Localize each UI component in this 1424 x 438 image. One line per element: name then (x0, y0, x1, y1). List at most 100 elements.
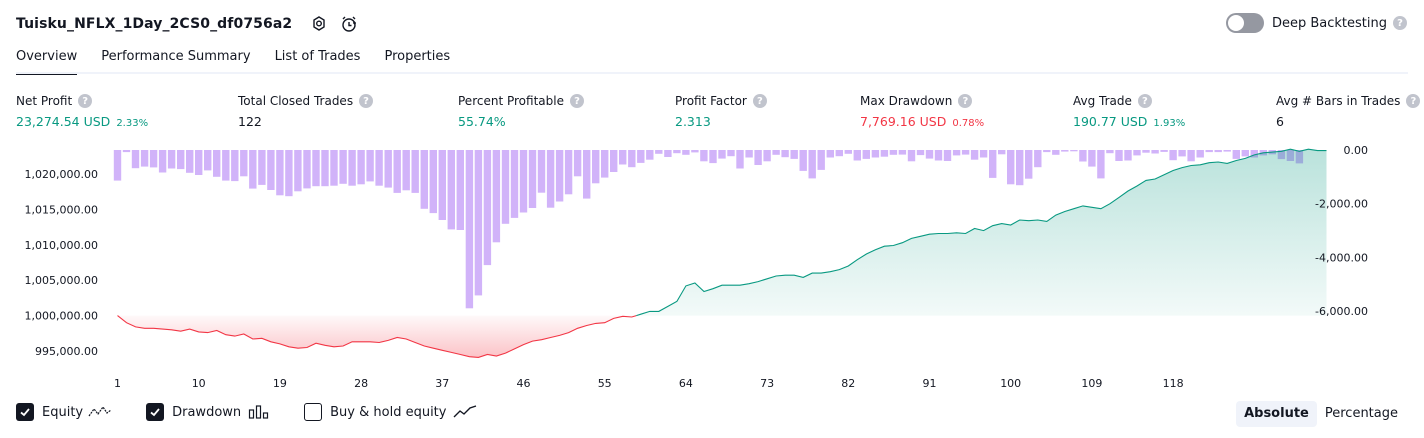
drawdown-bars (113, 150, 1304, 309)
x-axis-tick: 1 (114, 377, 121, 390)
legend-equity[interactable]: Equity (16, 403, 112, 421)
deep-backtesting-toggle[interactable] (1225, 13, 1264, 33)
percentage-button[interactable]: Percentage (1324, 406, 1398, 421)
metric-percent-profitable: Percent Profitable? 55.74% (458, 93, 584, 129)
drawdown-bar (709, 150, 717, 164)
drawdown-bar (1232, 150, 1240, 159)
metric-label: Avg # Bars in Trades (1276, 94, 1401, 108)
drawdown-bar (664, 150, 672, 157)
help-icon[interactable]: ? (1137, 94, 1152, 108)
help-icon[interactable]: ? (752, 94, 767, 108)
drawdown-bar (763, 150, 771, 162)
right-axis-tick: -4,000.00 (1315, 251, 1368, 264)
x-axis-tick: 10 (192, 377, 206, 390)
x-axis-tick: 19 (273, 377, 287, 390)
settings-icon[interactable] (308, 13, 330, 35)
drawdown-bar (880, 150, 889, 157)
x-axis-tick: 64 (679, 377, 693, 390)
left-axis: 995,000.00 1,000,000.00 1,005,000.00 1,010,… (25, 168, 98, 358)
drawdown-bar (483, 150, 492, 266)
legend-drawdown[interactable]: Drawdown (146, 403, 270, 421)
drawdown-bar (411, 150, 419, 193)
deep-backtesting-label: Deep Backtesting (1271, 15, 1387, 31)
drawdown-bar (1178, 150, 1186, 157)
metric-value: 55.74% (458, 114, 506, 129)
drawdown-bar (628, 150, 636, 168)
view-mode-toggle: Absolute Percentage (1236, 401, 1406, 427)
metric-value: 6 (1276, 114, 1284, 129)
drawdown-bar (438, 150, 446, 220)
drawdown-bar (131, 150, 140, 169)
drawdown-bar (998, 150, 1006, 155)
metric-percent: 2.33% (116, 118, 149, 129)
drawdown-bar (456, 150, 464, 230)
drawdown-bar (817, 150, 825, 170)
drawdown-bar (240, 150, 248, 177)
drawdown-bar (537, 150, 546, 193)
tab-overview[interactable]: Overview (16, 46, 78, 75)
drawdown-bar (871, 150, 880, 158)
help-icon[interactable]: ? (78, 94, 93, 108)
chart-legend: Equity Drawdown Buy & hold equity (16, 403, 511, 421)
x-axis-tick: 37 (435, 377, 449, 390)
drawdown-bar (231, 150, 239, 182)
metric-value: 122 (238, 114, 262, 129)
x-axis-tick: 46 (517, 377, 531, 390)
drawdown-bar (1223, 150, 1231, 152)
drawdown-bar (384, 150, 392, 188)
tab-performance-summary[interactable]: Performance Summary (101, 49, 251, 64)
metric-value: 2.313 (675, 114, 711, 129)
metric-percent: 1.93% (1153, 118, 1186, 129)
left-axis-tick: 1,020,000.00 (25, 168, 98, 181)
drawdown-bar (465, 150, 474, 309)
drawdown-bar (195, 150, 203, 175)
drawdown-bar (907, 150, 916, 162)
drawdown-bar (564, 150, 573, 195)
drawdown-bar (808, 150, 816, 179)
tab-bar: Overview Performance Summary List of Tra… (16, 46, 474, 75)
metric-label: Net Profit (16, 94, 73, 108)
drawdown-bar (186, 150, 194, 173)
drawdown-bar (853, 150, 861, 161)
legend-buy-hold[interactable]: Buy & hold equity (304, 403, 477, 421)
drawdown-bar (673, 150, 681, 154)
tab-divider (16, 72, 1408, 74)
help-icon[interactable]: ? (1393, 16, 1407, 30)
metric-value: 23,274.54 USD (16, 114, 111, 129)
tab-list-of-trades[interactable]: List of Trades (274, 49, 361, 64)
metric-label: Total Closed Trades (238, 94, 354, 108)
drawdown-bar (1187, 150, 1195, 162)
drawdown-bar (1169, 150, 1177, 161)
tab-properties[interactable]: Properties (384, 49, 451, 64)
drawdown-bar (655, 150, 663, 154)
drawdown-bar (447, 150, 455, 230)
help-icon[interactable]: ? (569, 94, 584, 108)
drawdown-checkbox[interactable] (146, 403, 165, 421)
left-axis-tick: 1,010,000.00 (25, 239, 98, 252)
drawdown-bar (727, 150, 735, 157)
drawdown-bar (1088, 150, 1096, 167)
buy-hold-checkbox[interactable] (304, 403, 323, 421)
drawdown-bar (312, 150, 320, 187)
drawdown-bar (1097, 150, 1105, 179)
equity-checkbox[interactable] (16, 403, 34, 421)
metric-avg-trade: Avg Trade? 190.77 USD 1.93% (1073, 93, 1185, 129)
right-axis-tick: 0.00 (1344, 144, 1369, 157)
drawdown-bar (348, 150, 356, 186)
drawdown-bar (528, 150, 537, 208)
help-icon[interactable]: ? (1406, 94, 1421, 108)
deep-backtesting: Deep Backtesting ? (1225, 13, 1407, 33)
drawdown-bar (772, 150, 780, 155)
help-icon[interactable]: ? (958, 94, 973, 108)
drawdown-bar (736, 150, 744, 169)
drawdown-bar (474, 150, 483, 296)
help-icon[interactable]: ? (359, 94, 374, 108)
absolute-button[interactable]: Absolute (1236, 401, 1317, 427)
drawdown-bar (745, 150, 753, 158)
alert-clock-icon[interactable] (338, 13, 360, 35)
equity-line (117, 148, 1327, 358)
metric-value: 190.77 USD (1073, 114, 1148, 129)
drawdown-bar (149, 150, 158, 168)
equity-line-positive (636, 148, 1327, 317)
